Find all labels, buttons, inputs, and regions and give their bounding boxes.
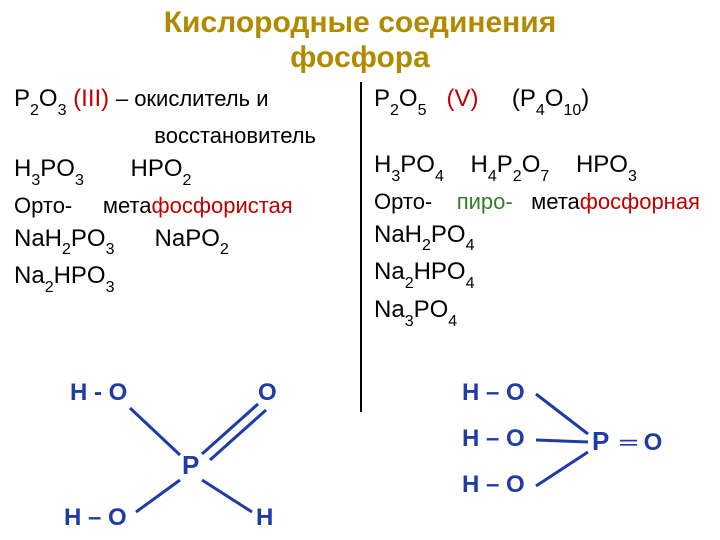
right-oxidation-state: (V) xyxy=(447,85,479,112)
left-structure: H - O O P H – O H xyxy=(60,370,320,535)
right-salt-1: NaH2PO4 xyxy=(374,221,706,253)
left-oxide-formula: P2O3 xyxy=(14,85,67,112)
right-structure: H – O H – O H – O P ═ O xyxy=(462,372,692,517)
right-oxide-alt: (P4O10) xyxy=(512,85,589,112)
left-oxidation-state: (III) xyxy=(73,85,109,112)
left-acid-2: HPO2 xyxy=(131,155,192,182)
svg-text:H – O: H – O xyxy=(64,504,127,530)
svg-text:P: P xyxy=(182,450,199,480)
right-prefix-3: мета xyxy=(531,189,580,214)
right-column: P2O5 (V) (P4O10) H3PO4 H4P2O7 HPO3 Орто-… xyxy=(360,75,720,537)
right-prefix-1: Орто- xyxy=(374,189,432,214)
left-oxide-desc1: – окислитель и xyxy=(116,86,269,111)
right-salt-3: Na3PO4 xyxy=(374,296,706,328)
right-acid-3: HPO3 xyxy=(576,151,637,178)
left-prefix-row: Орто- метафосфористая xyxy=(14,193,346,219)
right-spacer xyxy=(374,123,706,145)
right-acid-1: H3PO4 xyxy=(374,151,444,178)
right-oxide-formula: P2O5 xyxy=(374,85,427,112)
left-column: P2O3 (III) – окислитель и восстановитель… xyxy=(0,75,360,537)
left-prefix-1: Орто- xyxy=(14,193,72,218)
svg-text:H – O: H – O xyxy=(462,379,525,406)
svg-text:H: H xyxy=(256,504,273,530)
left-salts-row-2: Na2HPO3 xyxy=(14,262,346,294)
title-line-2: фосфора xyxy=(0,41,720,76)
svg-text:H - O: H - O xyxy=(70,379,127,406)
page-title: Кислородные соединения фосфора xyxy=(0,0,720,75)
svg-text:O: O xyxy=(258,379,277,406)
right-oxide-row: P2O5 (V) (P4O10) xyxy=(374,85,706,117)
content-columns: P2O3 (III) – окислитель и восстановитель… xyxy=(0,75,720,537)
left-acids-row: H3PO3 HPO2 xyxy=(14,155,346,187)
left-salts-row-1: NaH2PO3 NaPO2 xyxy=(14,225,346,257)
left-oxide-desc2: восстановитель xyxy=(14,123,346,149)
left-salt-3: Na2HPO3 xyxy=(14,262,115,289)
left-acid-1: H3PO3 xyxy=(14,155,84,182)
right-prefix-row: Орто- пиро- метафосфорная xyxy=(374,189,706,215)
left-oxide-row: P2O3 (III) – окислитель и xyxy=(14,85,346,117)
svg-text:═ O: ═ O xyxy=(619,429,662,456)
right-acids-row: H3PO4 H4P2O7 HPO3 xyxy=(374,151,706,183)
right-acid-2: H4P2O7 xyxy=(471,151,550,178)
right-acid-suffix: фосфорная xyxy=(580,189,700,214)
svg-text:H – O: H – O xyxy=(462,471,525,498)
h3po3-structure: H - O O P H – O H xyxy=(60,370,320,530)
svg-text:P: P xyxy=(592,426,609,456)
title-line-1: Кислородные соединения xyxy=(0,6,720,41)
svg-text:H – O: H – O xyxy=(462,425,525,452)
left-acid-suffix: фосфористая xyxy=(152,193,293,218)
h3po4-structure: H – O H – O H – O P ═ O xyxy=(462,372,692,512)
left-prefix-2: мета xyxy=(103,193,152,218)
right-prefix-2: пиро- xyxy=(457,189,513,214)
right-salt-2: Na2HPO4 xyxy=(374,258,706,290)
left-salt-1: NaH2PO3 xyxy=(14,225,115,252)
left-salt-2: NaPO2 xyxy=(155,225,229,252)
